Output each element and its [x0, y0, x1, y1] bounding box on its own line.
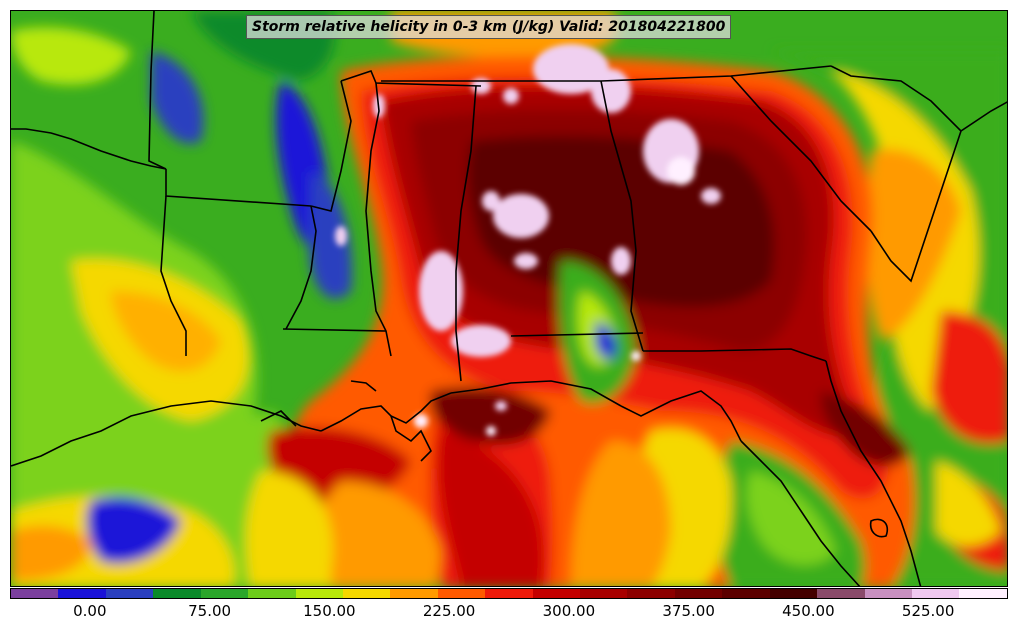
colorbar-segment: [58, 589, 106, 598]
colorbar-segment: [437, 589, 486, 598]
colorbar-tick-label: 525.00: [901, 602, 955, 620]
colorbar-segment: [295, 589, 343, 598]
map-canvas: [11, 11, 1007, 586]
colorbar-segment: [153, 589, 201, 598]
colorbar-segment: [248, 589, 296, 598]
colorbar: [10, 588, 1008, 599]
colorbar-segment: [769, 589, 818, 598]
helicity-field: [11, 11, 1007, 586]
state-borders: [11, 11, 1007, 586]
colorbar-segment: [580, 589, 628, 598]
colorbar-tick-label: 75.00: [188, 602, 232, 620]
colorbar-segment: [532, 589, 581, 598]
colorbar-segment: [912, 589, 960, 598]
colorbar-tick-label: 225.00: [422, 602, 476, 620]
colorbar-tick-label: 0.00: [73, 602, 107, 620]
colorbar-segment: [390, 589, 438, 598]
colorbar-labels: 0.00 75.00 150.00 225.00 300.00 375.00 450.00 5…: [10, 602, 1008, 624]
colorbar-segment: [817, 589, 865, 598]
colorbar-segment: [722, 589, 770, 598]
map-title: Storm relative helicity in 0-3 km (J/kg)…: [246, 15, 732, 39]
colorbar-segment: [864, 589, 913, 598]
colorbar-segment: [627, 589, 675, 598]
colorbar-segment: [200, 589, 249, 598]
colorbar-segment: [11, 589, 59, 598]
colorbar-segment: [959, 589, 1007, 598]
colorbar-tick-label: 450.00: [782, 602, 835, 620]
colorbar-tick-label: 300.00: [542, 602, 596, 620]
colorbar-segment: [342, 589, 391, 598]
colorbar-segment: [485, 589, 533, 598]
colorbar-tick-label: 375.00: [662, 602, 715, 620]
colorbar-segment: [105, 589, 154, 598]
helicity-map: [10, 10, 1008, 587]
colorbar-tick-label: 150.00: [303, 602, 356, 620]
colorbar-segment: [674, 589, 723, 598]
